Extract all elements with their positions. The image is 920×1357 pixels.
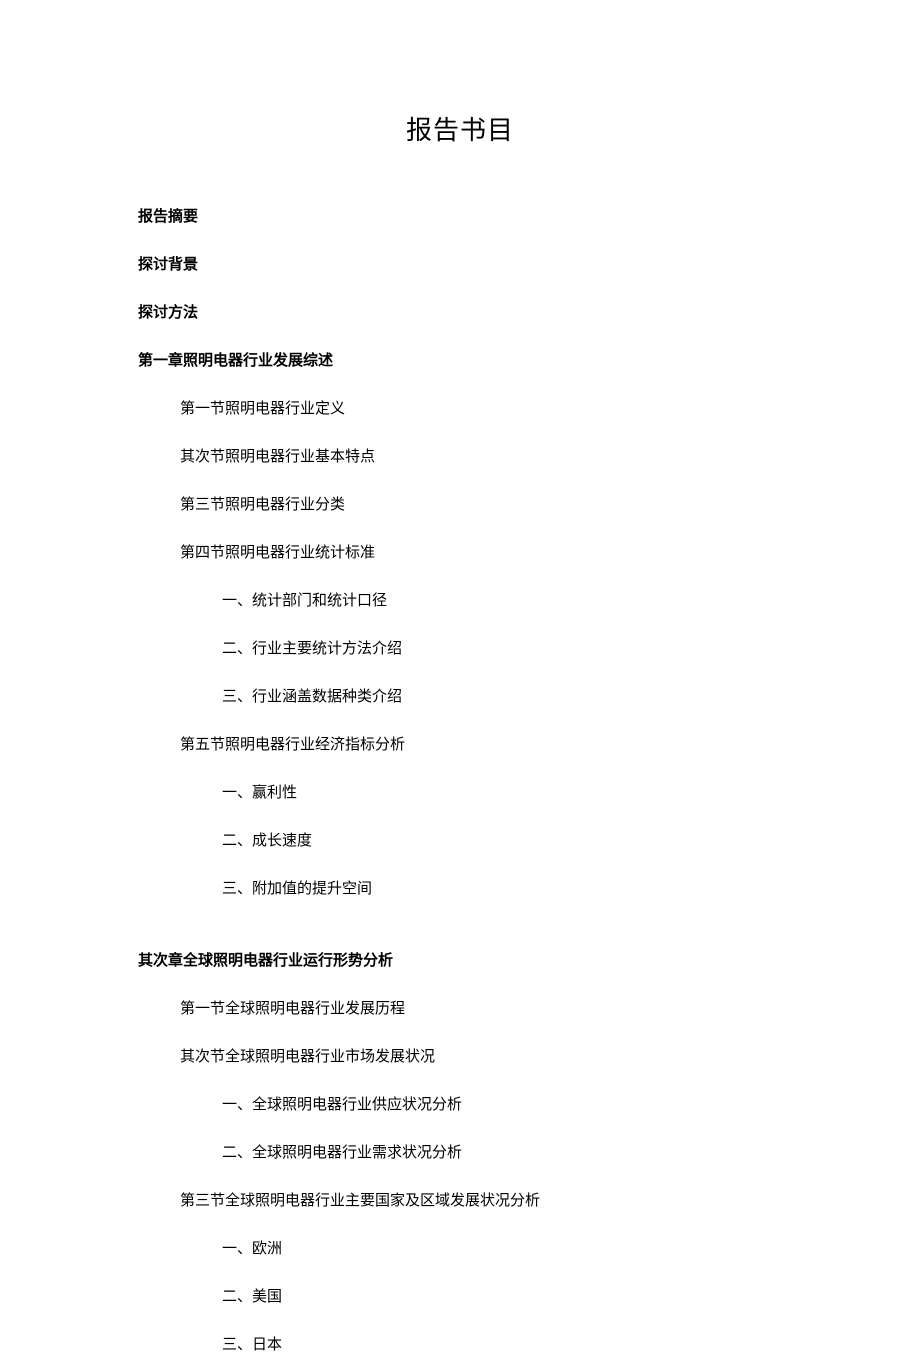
chapter1-section3: 第三节照明电器行业分类 xyxy=(180,493,782,517)
header-abstract: 报告摘要 xyxy=(138,205,782,229)
chapter1-section2: 其次节照明电器行业基本特点 xyxy=(180,445,782,469)
chapter1-section5-item1: 一、赢利性 xyxy=(222,781,782,805)
chapter1-section5: 第五节照明电器行业经济指标分析 xyxy=(180,733,782,757)
chapter1-section4: 第四节照明电器行业统计标准 xyxy=(180,541,782,565)
chapter2-section2-item2: 二、全球照明电器行业需求状况分析 xyxy=(222,1141,782,1165)
chapter2-section1: 第一节全球照明电器行业发展历程 xyxy=(180,997,782,1021)
chapter1-section5-item2: 二、成长速度 xyxy=(222,829,782,853)
chapter1-section4-item1: 一、统计部门和统计口径 xyxy=(222,589,782,613)
chapter1-section1: 第一节照明电器行业定义 xyxy=(180,397,782,421)
header-methods: 探讨方法 xyxy=(138,301,782,325)
chapter2-section2-item1: 一、全球照明电器行业供应状况分析 xyxy=(222,1093,782,1117)
chapter2-section3-item3: 三、日本 xyxy=(222,1333,782,1357)
chapter1-section4-item2: 二、行业主要统计方法介绍 xyxy=(222,637,782,661)
chapter1-title: 第一章照明电器行业发展综述 xyxy=(138,349,782,373)
chapter1-section4-item3: 三、行业涵盖数据种类介绍 xyxy=(222,685,782,709)
chapter2-section2: 其次节全球照明电器行业市场发展状况 xyxy=(180,1045,782,1069)
header-background: 探讨背景 xyxy=(138,253,782,277)
document-title: 报告书目 xyxy=(138,110,782,147)
chapter2-section3-item1: 一、欧洲 xyxy=(222,1237,782,1261)
chapter2-section3-item2: 二、美国 xyxy=(222,1285,782,1309)
chapter2-section3: 第三节全球照明电器行业主要国家及区域发展状况分析 xyxy=(180,1189,782,1213)
chapter2-title: 其次章全球照明电器行业运行形势分析 xyxy=(138,949,782,973)
chapter1-section5-item3: 三、附加值的提升空间 xyxy=(222,877,782,901)
